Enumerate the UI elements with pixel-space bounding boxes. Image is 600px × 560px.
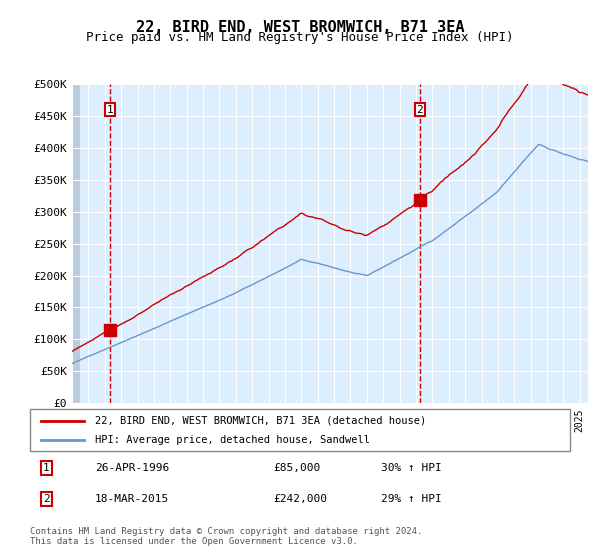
FancyBboxPatch shape [30,409,570,451]
Text: HPI: Average price, detached house, Sandwell: HPI: Average price, detached house, Sand… [95,435,370,445]
Text: 1: 1 [107,105,113,115]
Text: 1: 1 [43,463,50,473]
Text: 22, BIRD END, WEST BROMWICH, B71 3EA (detached house): 22, BIRD END, WEST BROMWICH, B71 3EA (de… [95,416,426,426]
Text: £85,000: £85,000 [273,463,320,473]
Text: 18-MAR-2015: 18-MAR-2015 [95,494,169,504]
Text: 29% ↑ HPI: 29% ↑ HPI [381,494,442,504]
Text: 22, BIRD END, WEST BROMWICH, B71 3EA: 22, BIRD END, WEST BROMWICH, B71 3EA [136,20,464,35]
Text: Contains HM Land Registry data © Crown copyright and database right 2024.
This d: Contains HM Land Registry data © Crown c… [30,526,422,546]
Bar [72,84,80,403]
Text: 26-APR-1996: 26-APR-1996 [95,463,169,473]
Text: 2: 2 [416,105,423,115]
Text: 2: 2 [43,494,50,504]
Text: £242,000: £242,000 [273,494,327,504]
Text: 30% ↑ HPI: 30% ↑ HPI [381,463,442,473]
Text: Price paid vs. HM Land Registry's House Price Index (HPI): Price paid vs. HM Land Registry's House … [86,31,514,44]
